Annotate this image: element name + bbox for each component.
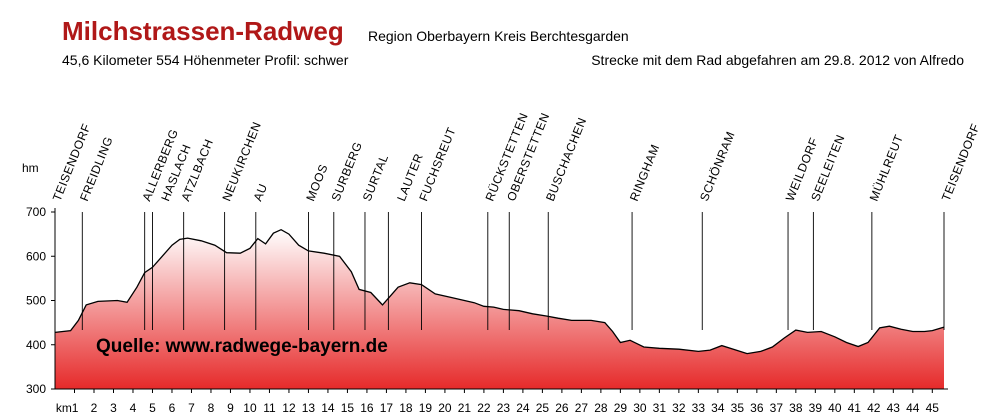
chart-title: Milchstrassen-Radweg — [62, 16, 344, 46]
x-tick-label: 25 — [536, 401, 550, 415]
x-tick-label: 15 — [341, 401, 355, 415]
y-tick-label: 400 — [26, 338, 46, 352]
x-tick-label: 10 — [243, 401, 257, 415]
x-tick-label: 31 — [653, 401, 667, 415]
ride-note: Strecke mit dem Rad abgefahren am 29.8. … — [591, 52, 964, 68]
x-tick-label: 29 — [614, 401, 628, 415]
place-label: SURTAL — [360, 152, 391, 203]
x-tick-label: 20 — [438, 401, 452, 415]
place-label: BUSCHACHEN — [543, 115, 589, 203]
x-tick-label: 9 — [227, 401, 234, 415]
x-tick-label: 2 — [91, 401, 98, 415]
y-tick-label: 500 — [26, 294, 46, 308]
x-tick-label: 28 — [594, 401, 608, 415]
x-tick-label: 43 — [887, 401, 901, 415]
x-tick-label: 33 — [692, 401, 706, 415]
x-tick-label: 6 — [169, 401, 176, 415]
x-tick-label: 18 — [399, 401, 413, 415]
place-label: TEISENDORF — [939, 122, 983, 204]
place-label: MÜHLREUT — [867, 132, 907, 203]
x-tick-label: 36 — [750, 401, 764, 415]
x-tick-label: 39 — [809, 401, 823, 415]
x-tick-label: 14 — [321, 401, 335, 415]
x-tick-label: 42 — [867, 401, 881, 415]
source-label: Quelle: www.radwege-bayern.de — [96, 336, 388, 357]
elevation-line — [54, 228, 945, 355]
x-tick-label: 27 — [575, 401, 589, 415]
y-axis-label: hm — [22, 161, 39, 175]
place-label: SCHÖNRAM — [697, 129, 738, 203]
x-tick-label: 13 — [302, 401, 316, 415]
x-tick-label: 34 — [711, 401, 725, 415]
x-tick-label: 12 — [282, 401, 296, 415]
x-tick-label: 32 — [672, 401, 686, 415]
y-tick-label: 600 — [26, 249, 46, 263]
elevation-area — [55, 229, 944, 389]
x-tick-label: 30 — [633, 401, 647, 415]
x-tick-label: 41 — [848, 401, 862, 415]
x-tick-label: km1 — [56, 401, 79, 415]
x-tick-label: 4 — [130, 401, 137, 415]
x-tick-label: 17 — [380, 401, 394, 415]
place-label: MOOS — [303, 162, 330, 203]
place-label: AU — [251, 181, 271, 203]
x-tick-label: 5 — [149, 401, 156, 415]
x-tick-label: 16 — [360, 401, 374, 415]
x-tick-label: 35 — [731, 401, 745, 415]
x-tick-label: 22 — [477, 401, 491, 415]
x-tick-label: 23 — [497, 401, 511, 415]
x-tick-label: 40 — [828, 401, 842, 415]
x-tick-label: 24 — [516, 401, 530, 415]
x-tick-label: 26 — [555, 401, 569, 415]
place-label: SURBERG — [329, 140, 366, 204]
x-tick-label: 38 — [789, 401, 803, 415]
y-tick-label: 700 — [26, 205, 46, 219]
x-tick-label: 11 — [263, 401, 276, 415]
x-tick-label: 8 — [208, 401, 215, 415]
x-tick-label: 37 — [770, 401, 784, 415]
x-tick-label: 19 — [419, 401, 433, 415]
region-subtitle: Region Oberbayern Kreis Berchtesgarden — [368, 28, 629, 44]
x-tick-label: 3 — [110, 401, 117, 415]
route-stats: 45,6 Kilometer 554 Höhenmeter Profil: sc… — [62, 52, 349, 68]
y-tick-label: 300 — [26, 382, 46, 396]
place-label: RINGHAM — [627, 142, 663, 203]
x-tick-label: 7 — [188, 401, 195, 415]
x-tick-label: 45 — [926, 401, 940, 415]
x-tick-label: 44 — [906, 401, 920, 415]
x-tick-label: 21 — [458, 401, 472, 415]
